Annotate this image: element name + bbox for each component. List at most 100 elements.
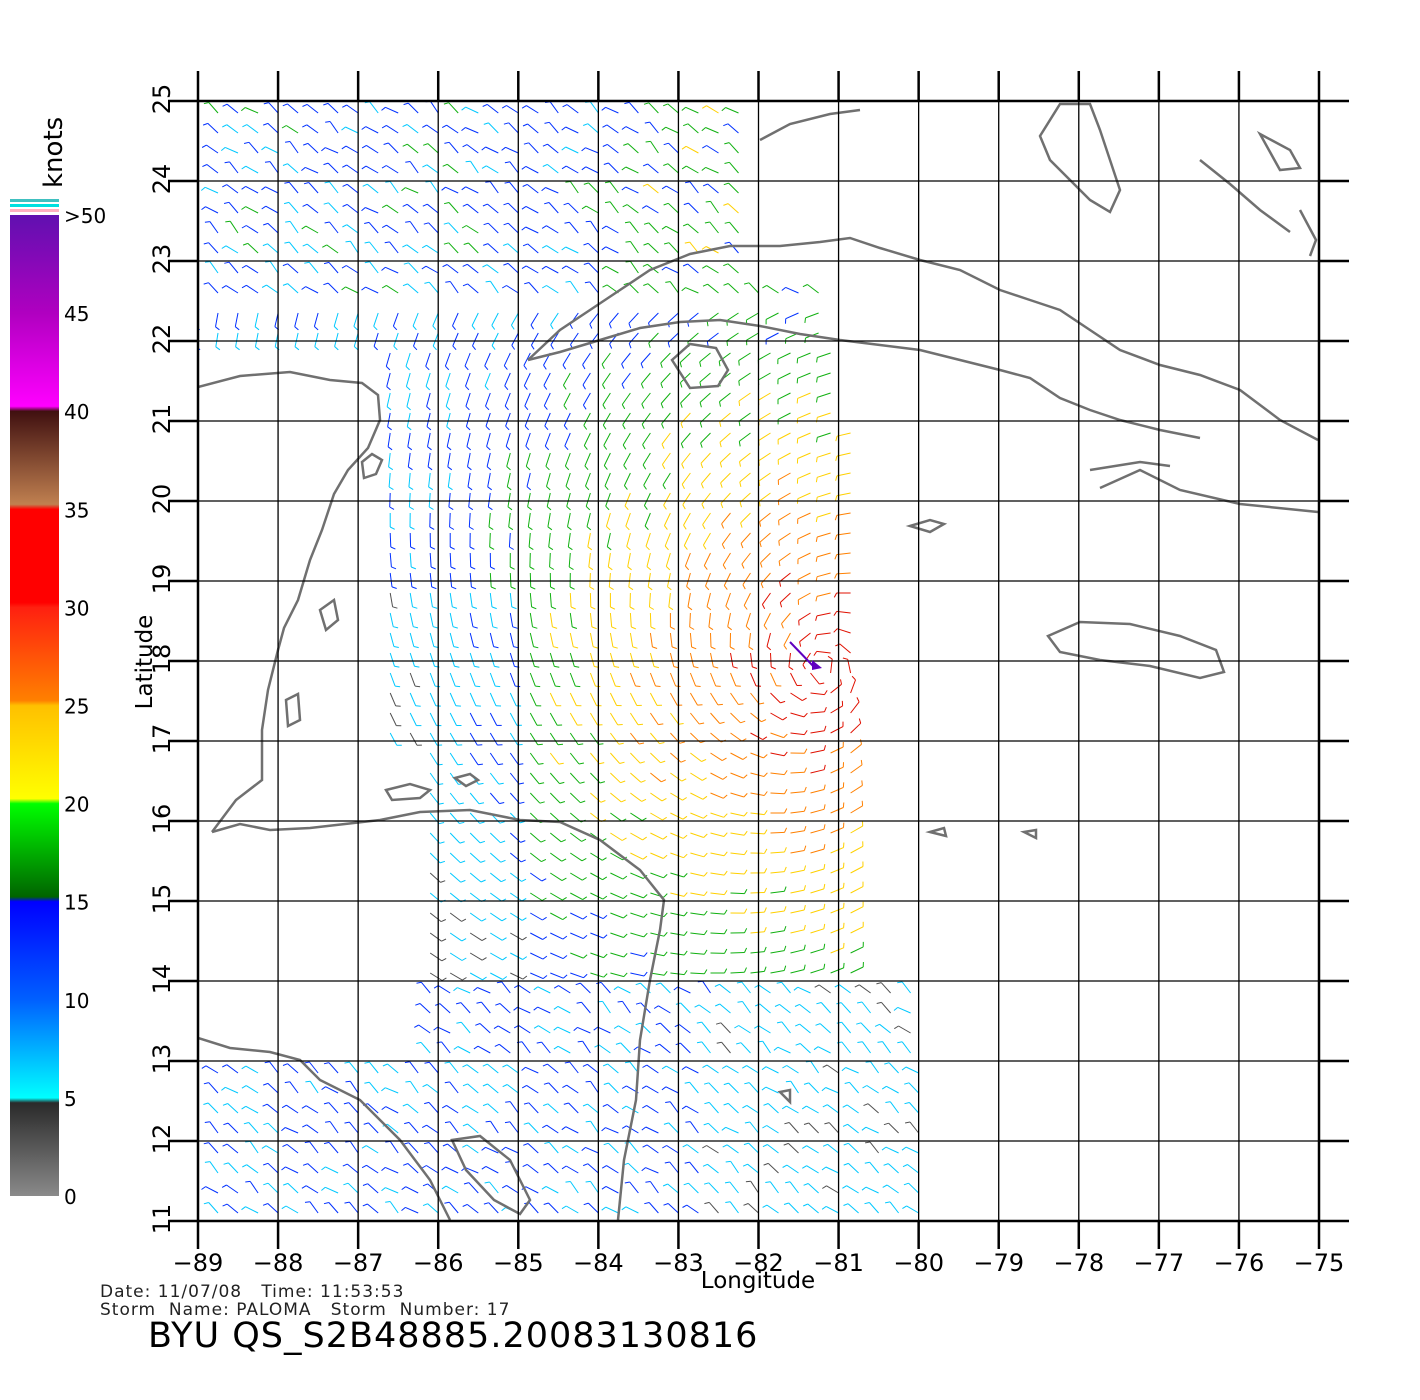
wind-barb-flag: [502, 1084, 508, 1088]
wind-barb: [333, 312, 339, 327]
wind-barb: [449, 572, 453, 587]
wind-barb: [549, 612, 553, 627]
wind-barb: [408, 492, 411, 508]
wind-barb-flag: [430, 546, 436, 550]
wind-barb-flag: [471, 586, 477, 590]
wind-barb: [667, 572, 671, 587]
wind-barb-flag: [714, 983, 720, 987]
wind-barb: [449, 692, 457, 707]
wind-barb-flag: [662, 1183, 668, 1187]
wind-barb-flag: [522, 243, 528, 247]
wind-barb: [818, 984, 831, 994]
wind-barb-flag: [321, 1166, 326, 1171]
wind-barb: [723, 572, 731, 586]
wind-barb-flag: [803, 1122, 809, 1125]
wind-barb: [490, 1121, 499, 1134]
wind-barb: [557, 1005, 571, 1014]
wind-barb: [609, 312, 619, 325]
wind-barb-flag: [425, 365, 430, 371]
wind-barb: [625, 126, 639, 134]
wind-barb: [689, 632, 693, 648]
wind-barb-flag: [663, 1203, 669, 1206]
wind-barb-flag: [743, 1203, 749, 1206]
wind-barb-flag: [390, 546, 396, 550]
wind-barb-flag: [481, 937, 487, 942]
wind-barb: [446, 432, 451, 447]
wind-barb-flag: [743, 793, 748, 798]
wind-barb-flag: [498, 763, 504, 766]
wind-barb-flag: [221, 1086, 226, 1091]
wind-barb-flag: [643, 242, 649, 246]
wind-barb: [685, 145, 699, 154]
wind-barb: [389, 492, 391, 508]
wind-barb: [389, 672, 396, 687]
wind-barb: [741, 552, 751, 565]
wind-barb-flag: [706, 321, 709, 327]
wind-barb-flag: [804, 767, 807, 773]
wind-barb: [409, 221, 419, 234]
wind-barb-flag: [498, 782, 504, 785]
wind-barb-flag: [361, 1164, 367, 1169]
wind-barb-flag: [856, 1022, 862, 1025]
wind-barb-flag: [555, 685, 561, 688]
wind-barb: [385, 106, 399, 114]
wind-barb-flag: [680, 423, 684, 429]
wind-barb-flag: [701, 127, 706, 132]
wind-barb-flag: [668, 606, 674, 611]
wind-barb: [826, 1185, 839, 1194]
wind-barb-flag: [601, 246, 607, 251]
wind-barb: [347, 1182, 359, 1194]
wind-barb: [564, 432, 571, 447]
wind-barb-flag: [565, 280, 571, 283]
wind-barb-flag: [695, 685, 701, 687]
wind-barb: [525, 226, 539, 234]
wind-barb-flag: [626, 546, 631, 551]
wind-barb: [730, 852, 745, 856]
wind-barb-flag: [522, 936, 527, 941]
wind-barb: [647, 283, 659, 294]
wind-barb: [740, 532, 751, 544]
wind-barb: [810, 808, 825, 814]
wind-barb-flag: [403, 1163, 409, 1166]
wind-barb: [406, 124, 419, 134]
wind-barb-flag: [501, 146, 506, 151]
wind-barb: [607, 552, 611, 567]
wind-barb: [549, 712, 558, 726]
wind-barb-flag: [744, 947, 748, 953]
wind-barb-flag: [421, 1165, 427, 1169]
wind-barb: [449, 752, 459, 766]
wind-barb-flag: [643, 913, 648, 918]
wind-barb-flag: [322, 244, 327, 248]
wind-barb: [850, 743, 862, 754]
wind-barb: [198, 1192, 199, 1193]
wind-barb: [545, 187, 559, 194]
wind-barb-flag: [503, 243, 509, 246]
y-tick-label: 21: [148, 404, 176, 435]
wind-barb-flag: [803, 712, 808, 718]
wind-barb: [785, 286, 799, 294]
wind-barb: [229, 161, 239, 174]
wind-barb: [365, 207, 379, 214]
wind-barb: [850, 966, 864, 974]
x-tick-label: −87: [333, 1249, 384, 1277]
wind-barb-flag: [447, 466, 453, 471]
wind-barb: [288, 202, 299, 214]
wind-barb-flag: [683, 853, 688, 859]
wind-barb-flag: [883, 1122, 889, 1126]
wind-barb: [489, 712, 498, 726]
wind-barb: [680, 1002, 691, 1014]
wind-barb-flag: [389, 526, 395, 530]
wind-barb: [828, 1122, 839, 1134]
wind-barb: [908, 1082, 919, 1094]
wind-barb-flag: [551, 606, 557, 610]
wind-barb-flag: [506, 486, 512, 491]
wind-barb-flag: [723, 813, 728, 818]
wind-barb: [429, 872, 441, 883]
wind-barb: [770, 792, 785, 795]
wind-barb: [710, 832, 725, 837]
wind-barb-flag: [415, 685, 421, 688]
wind-barb: [839, 643, 851, 654]
wind-barb-flag: [840, 679, 842, 685]
wind-barb: [209, 261, 219, 274]
